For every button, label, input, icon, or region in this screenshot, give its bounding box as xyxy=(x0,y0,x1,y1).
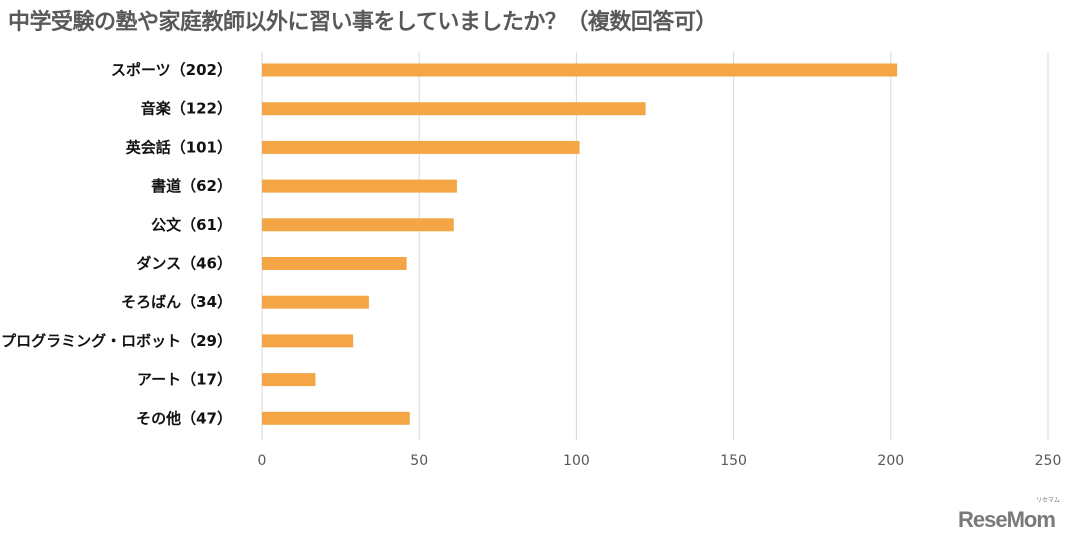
category-label: 音楽（122） xyxy=(141,100,232,118)
category-label: その他（47） xyxy=(136,409,232,427)
category-label: 公文（61） xyxy=(151,216,232,234)
x-tick-label: 50 xyxy=(410,453,428,469)
category-label: プログラミング・ロボット（29） xyxy=(1,332,232,350)
chart-title: 中学受験の塾や家庭教師以外に習い事をしていましたか？（複数回答可） xyxy=(8,10,717,35)
bar xyxy=(262,334,354,348)
x-tick-label: 200 xyxy=(877,453,904,469)
bar xyxy=(262,63,898,77)
bar xyxy=(262,373,316,387)
bar xyxy=(262,295,369,309)
x-tick-label: 0 xyxy=(258,453,267,469)
bar xyxy=(262,140,580,154)
bar xyxy=(262,218,454,232)
bar xyxy=(262,102,646,116)
logo-text: ReseMom xyxy=(958,507,1056,532)
bar xyxy=(262,257,407,270)
bar xyxy=(262,179,457,193)
category-label: 英会話（101） xyxy=(126,138,232,156)
category-label: 書道（62） xyxy=(151,177,232,195)
category-label: アート（17） xyxy=(137,371,232,389)
category-label: そろばん（34） xyxy=(121,293,232,311)
x-tick-label: 250 xyxy=(1035,453,1062,469)
category-label: スポーツ（202） xyxy=(111,61,232,79)
resemom-logo: ReseMom xyxy=(958,507,1056,532)
x-tick-label: 150 xyxy=(720,453,747,469)
logo-subtext: リセマム xyxy=(1036,498,1061,504)
x-tick-label: 100 xyxy=(563,453,590,469)
category-label: ダンス（46） xyxy=(136,255,232,273)
bar xyxy=(262,411,410,425)
